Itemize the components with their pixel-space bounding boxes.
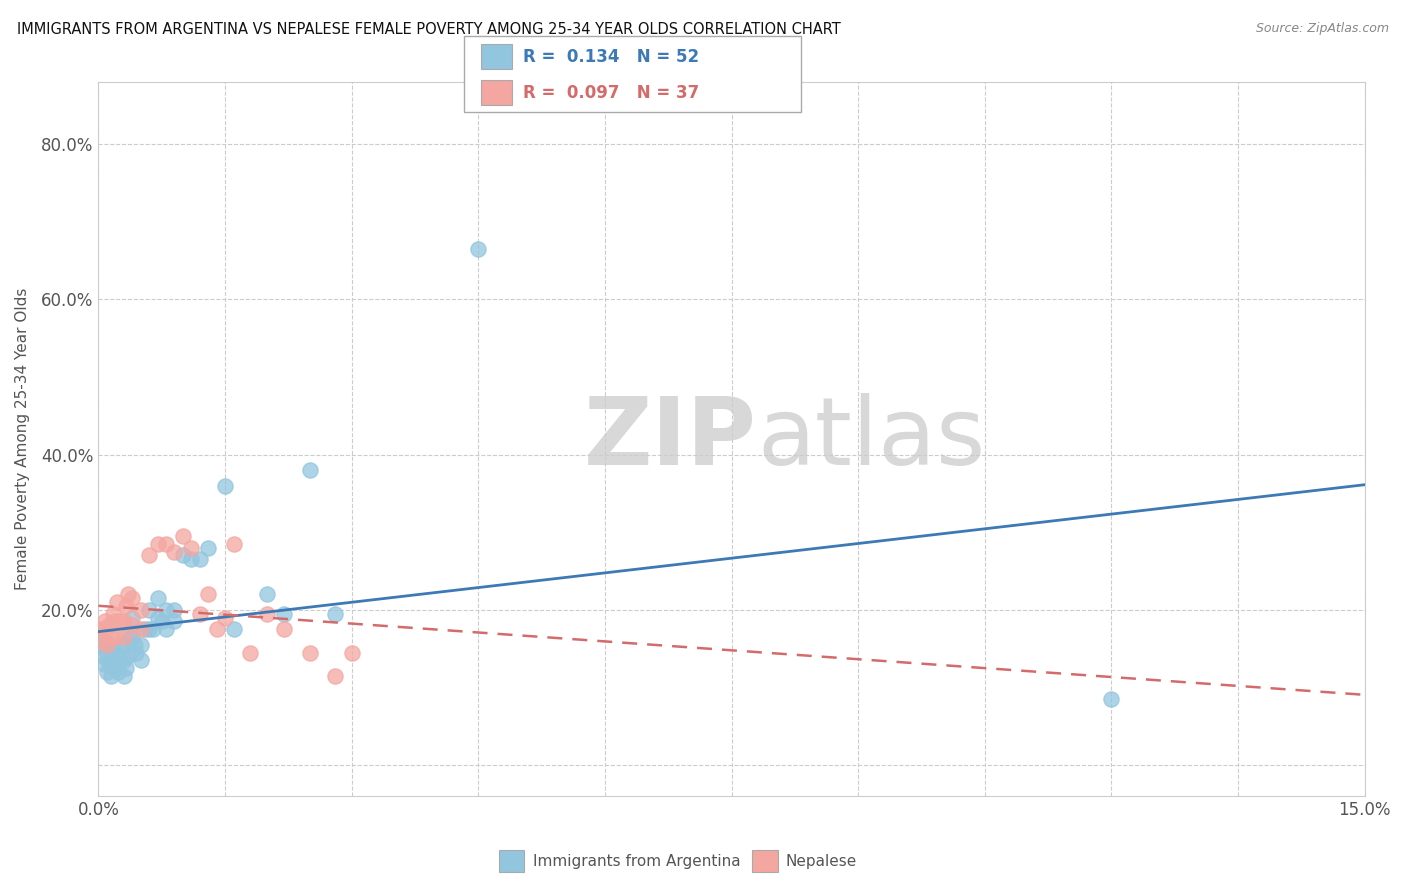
- Point: [163, 615, 186, 629]
- Point: [121, 630, 143, 644]
- Point: [107, 665, 129, 679]
- Point: [110, 638, 132, 652]
- Point: [104, 630, 127, 644]
- Text: Nepalese: Nepalese: [786, 854, 858, 869]
- Point: [93, 657, 115, 672]
- Text: R =  0.134   N = 52: R = 0.134 N = 52: [523, 48, 699, 66]
- Point: [222, 622, 245, 636]
- Point: [124, 638, 146, 652]
- Text: ZIP: ZIP: [583, 393, 756, 485]
- Point: [155, 603, 177, 617]
- Point: [118, 626, 141, 640]
- Point: [117, 587, 139, 601]
- Point: [104, 661, 127, 675]
- Point: [100, 630, 122, 644]
- Point: [105, 649, 128, 664]
- Point: [163, 544, 186, 558]
- Point: [163, 603, 186, 617]
- Text: Source: ZipAtlas.com: Source: ZipAtlas.com: [1256, 22, 1389, 36]
- Point: [90, 638, 112, 652]
- Point: [146, 537, 169, 551]
- Point: [93, 622, 115, 636]
- Point: [340, 646, 363, 660]
- Point: [121, 591, 143, 606]
- Point: [129, 622, 152, 636]
- Point: [108, 653, 131, 667]
- Point: [112, 630, 135, 644]
- Point: [125, 646, 148, 660]
- Point: [188, 607, 211, 621]
- Point: [180, 552, 202, 566]
- Point: [467, 242, 489, 256]
- Point: [197, 587, 219, 601]
- Point: [100, 669, 122, 683]
- Point: [97, 618, 120, 632]
- Y-axis label: Female Poverty Among 25-34 Year Olds: Female Poverty Among 25-34 Year Olds: [15, 288, 30, 591]
- Point: [129, 603, 152, 617]
- Point: [115, 661, 138, 675]
- Point: [239, 646, 262, 660]
- Point: [94, 615, 117, 629]
- Point: [323, 607, 346, 621]
- Point: [112, 615, 135, 629]
- Point: [180, 541, 202, 555]
- Text: R =  0.097   N = 37: R = 0.097 N = 37: [523, 84, 699, 102]
- Point: [146, 591, 169, 606]
- Point: [108, 615, 131, 629]
- Point: [96, 638, 118, 652]
- Point: [197, 541, 219, 555]
- Point: [142, 622, 165, 636]
- Point: [298, 646, 321, 660]
- Point: [172, 529, 194, 543]
- Point: [121, 618, 143, 632]
- Point: [214, 478, 236, 492]
- Point: [138, 603, 160, 617]
- Point: [104, 646, 127, 660]
- Point: [298, 463, 321, 477]
- Point: [129, 638, 152, 652]
- Text: atlas: atlas: [756, 393, 986, 485]
- Point: [273, 607, 295, 621]
- Point: [205, 622, 228, 636]
- Point: [222, 537, 245, 551]
- Point: [115, 599, 138, 613]
- Point: [138, 622, 160, 636]
- Point: [256, 607, 278, 621]
- Point: [134, 622, 156, 636]
- Point: [256, 587, 278, 601]
- Point: [112, 669, 135, 683]
- Text: Immigrants from Argentina: Immigrants from Argentina: [533, 854, 741, 869]
- Point: [112, 638, 135, 652]
- Point: [155, 537, 177, 551]
- Point: [188, 552, 211, 566]
- Point: [323, 669, 346, 683]
- Point: [94, 633, 117, 648]
- Point: [96, 646, 118, 660]
- Point: [172, 549, 194, 563]
- Point: [97, 657, 120, 672]
- Point: [1101, 692, 1123, 706]
- Point: [214, 610, 236, 624]
- Point: [150, 615, 173, 629]
- Point: [91, 649, 114, 664]
- Point: [104, 615, 127, 629]
- Point: [100, 649, 122, 664]
- Point: [90, 633, 112, 648]
- Point: [117, 649, 139, 664]
- Point: [101, 607, 124, 621]
- Point: [103, 657, 125, 672]
- Point: [155, 622, 177, 636]
- Point: [273, 622, 295, 636]
- Point: [98, 638, 121, 652]
- Text: IMMIGRANTS FROM ARGENTINA VS NEPALESE FEMALE POVERTY AMONG 25-34 YEAR OLDS CORRE: IMMIGRANTS FROM ARGENTINA VS NEPALESE FE…: [17, 22, 841, 37]
- Point: [121, 610, 143, 624]
- Point: [146, 610, 169, 624]
- Point: [105, 595, 128, 609]
- Point: [89, 622, 111, 636]
- Point: [138, 549, 160, 563]
- Point: [129, 653, 152, 667]
- Point: [96, 665, 118, 679]
- Point: [112, 653, 135, 667]
